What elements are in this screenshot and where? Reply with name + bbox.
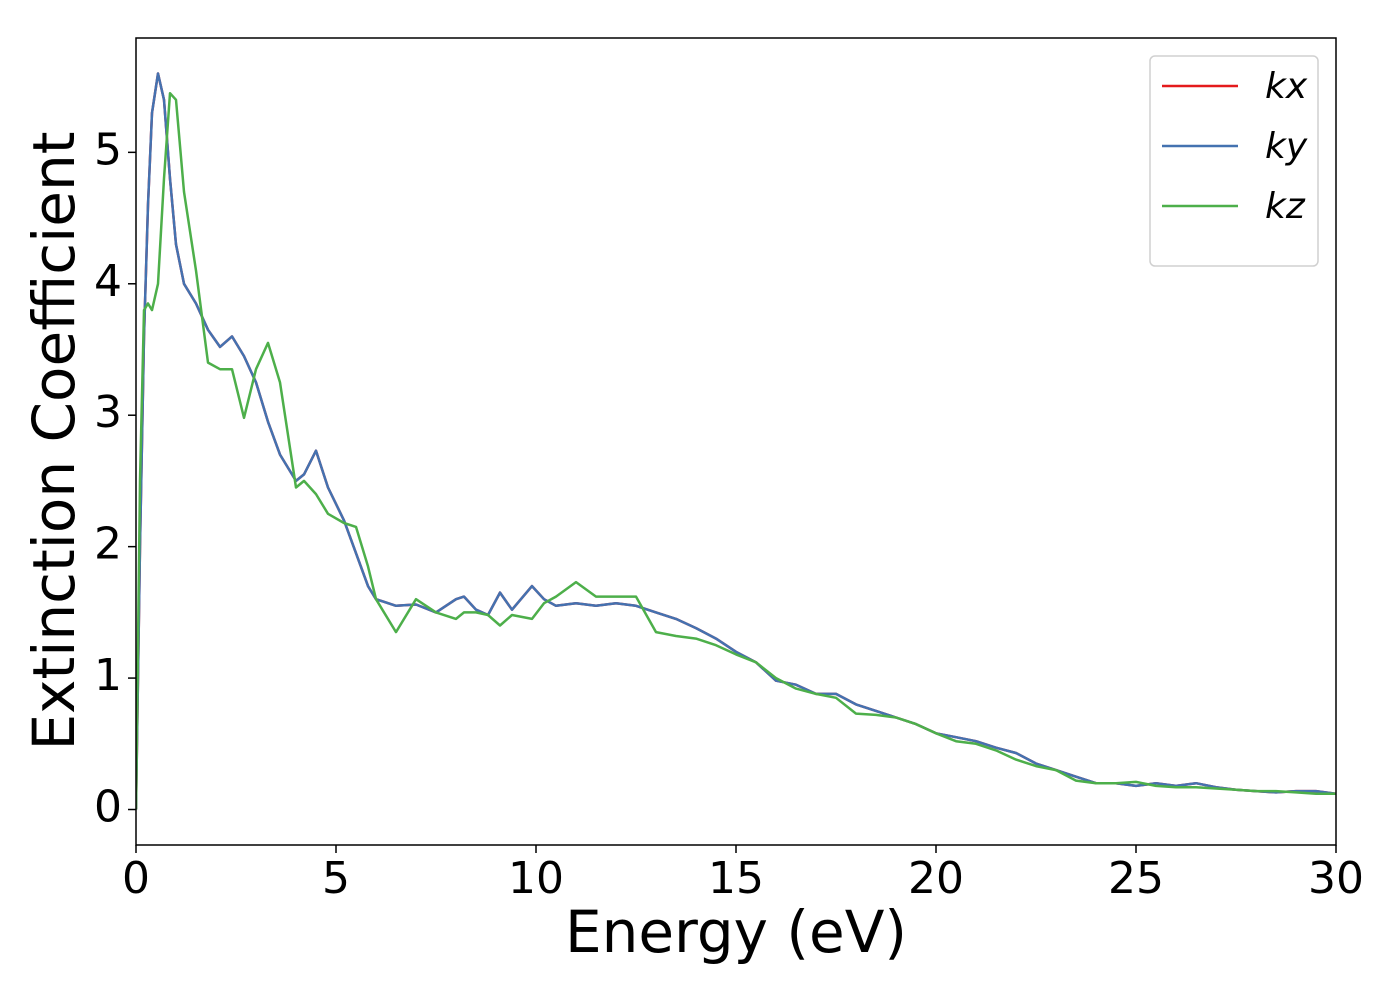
x-tick-label: 20 — [908, 853, 964, 904]
legend-label: ky — [1265, 126, 1308, 167]
x-tick-label: 5 — [322, 853, 350, 904]
legend-label: kz — [1265, 186, 1306, 227]
line-series — [136, 72, 1336, 810]
x-axis-label: Energy (eV) — [565, 898, 907, 966]
legend-label: kx — [1265, 66, 1308, 107]
x-tick-label: 10 — [508, 853, 564, 904]
x-tick-label: 30 — [1308, 853, 1364, 904]
legend-box — [1149, 55, 1319, 267]
y-tick-label: 0 — [94, 782, 122, 833]
x-tick-label: 25 — [1108, 853, 1164, 904]
line-series — [136, 91, 1336, 810]
y-axis-label: Extinction Coefficient — [20, 132, 88, 751]
y-tick-label: 3 — [94, 387, 122, 438]
x-tick-label: 15 — [708, 853, 764, 904]
x-tick-label: 0 — [122, 853, 150, 904]
y-tick-label: 1 — [94, 650, 122, 701]
y-tick-label: 2 — [94, 519, 122, 570]
y-tick-label: 4 — [94, 256, 122, 307]
y-tick-label: 5 — [94, 124, 122, 175]
plot-frame — [135, 37, 1337, 846]
